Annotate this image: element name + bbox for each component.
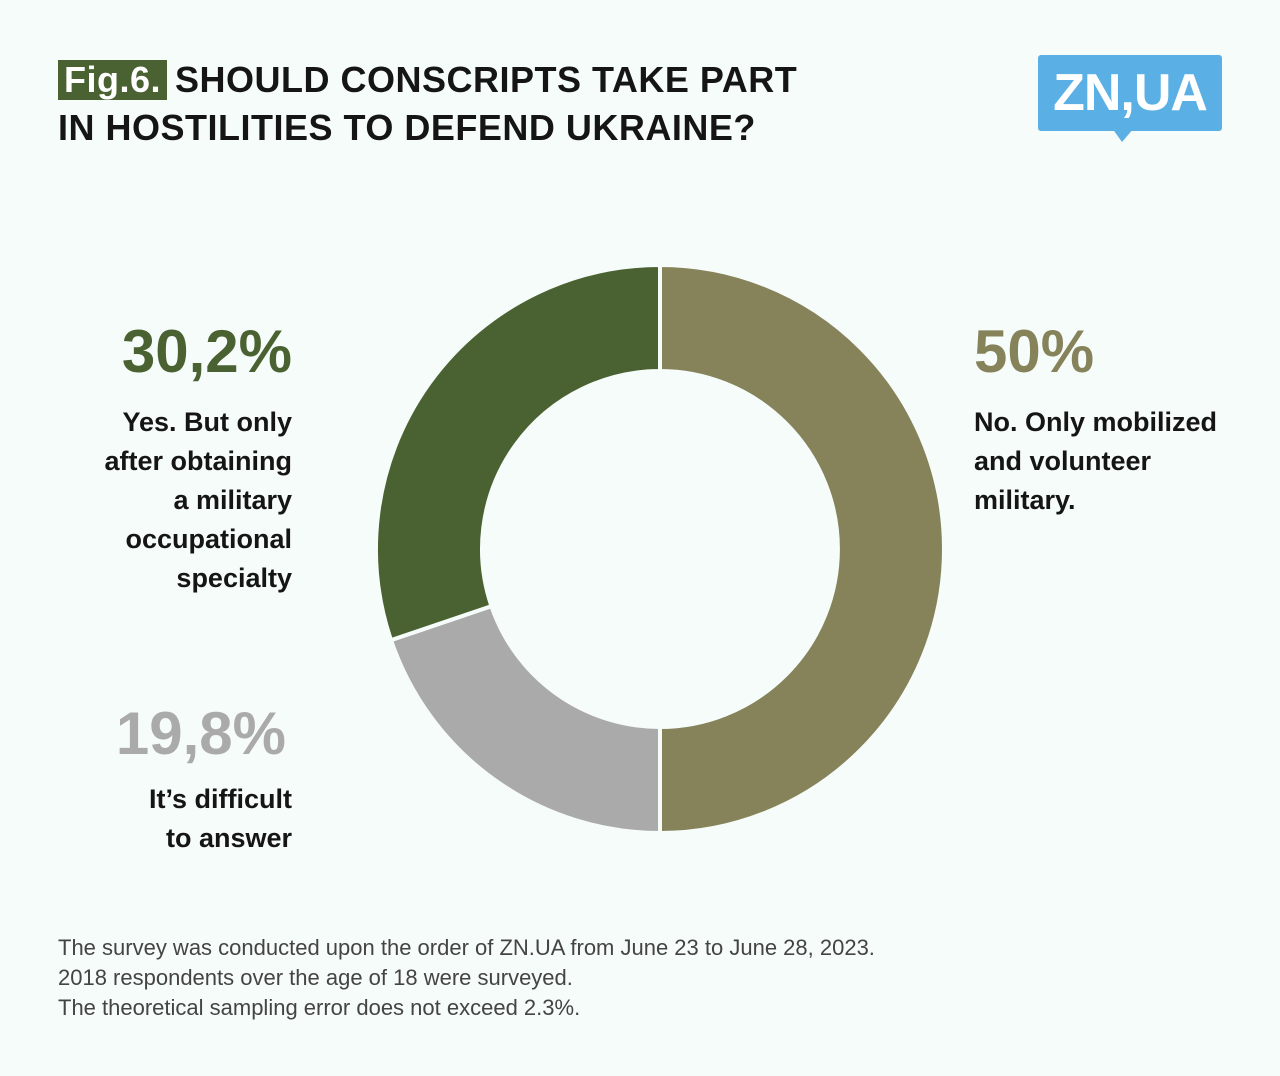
no-description-line: and volunteer <box>974 446 1152 476</box>
figure-label: Fig.6. <box>58 60 168 100</box>
yes-description: Yes. But only after obtaining a military… <box>105 403 293 598</box>
no-description-line: No. Only mobilized <box>974 407 1218 437</box>
survey-footnote: The survey was conducted upon the order … <box>58 933 1158 1023</box>
yes-description-line: after obtaining <box>104 446 293 476</box>
yes-description-line: occupational <box>125 524 292 554</box>
zn-ua-logo: ZN,UA <box>1038 55 1222 131</box>
no-description: No. Only mobilized and volunteer militar… <box>974 403 1217 520</box>
donut-slice-1 <box>388 603 662 836</box>
no-description-line: military. <box>974 485 1076 515</box>
no-percent-label: 50% <box>974 318 1095 385</box>
difficult-percent-label: 19,8% <box>115 700 286 767</box>
donut-slice-2 <box>374 262 662 643</box>
chart-title: Fig.6. SHOULD CONSCRIPTS TAKE PART IN HOS… <box>58 56 918 152</box>
footnote-line: The theoretical sampling error does not … <box>58 995 581 1020</box>
footnote-line: 2018 respondents over the age of 18 were… <box>58 965 573 990</box>
logo-speech-tail <box>1112 128 1134 142</box>
footnote-line: The survey was conducted upon the order … <box>58 935 875 960</box>
yes-percent-label: 30,2% <box>121 318 292 385</box>
yes-description-line: a military <box>173 485 292 515</box>
difficult-description-line: to answer <box>165 823 292 853</box>
title-line-1: SHOULD CONSCRIPTS TAKE PART <box>175 59 798 100</box>
difficult-description: It’s difficult to answer <box>149 780 292 858</box>
difficult-description-line: It’s difficult <box>149 784 292 814</box>
title-line-2: IN HOSTILITIES TO DEFEND UKRAINE? <box>58 107 756 148</box>
yes-description-line: specialty <box>176 563 292 593</box>
yes-description-line: Yes. But only <box>122 407 292 437</box>
donut-slice-0 <box>658 262 946 836</box>
